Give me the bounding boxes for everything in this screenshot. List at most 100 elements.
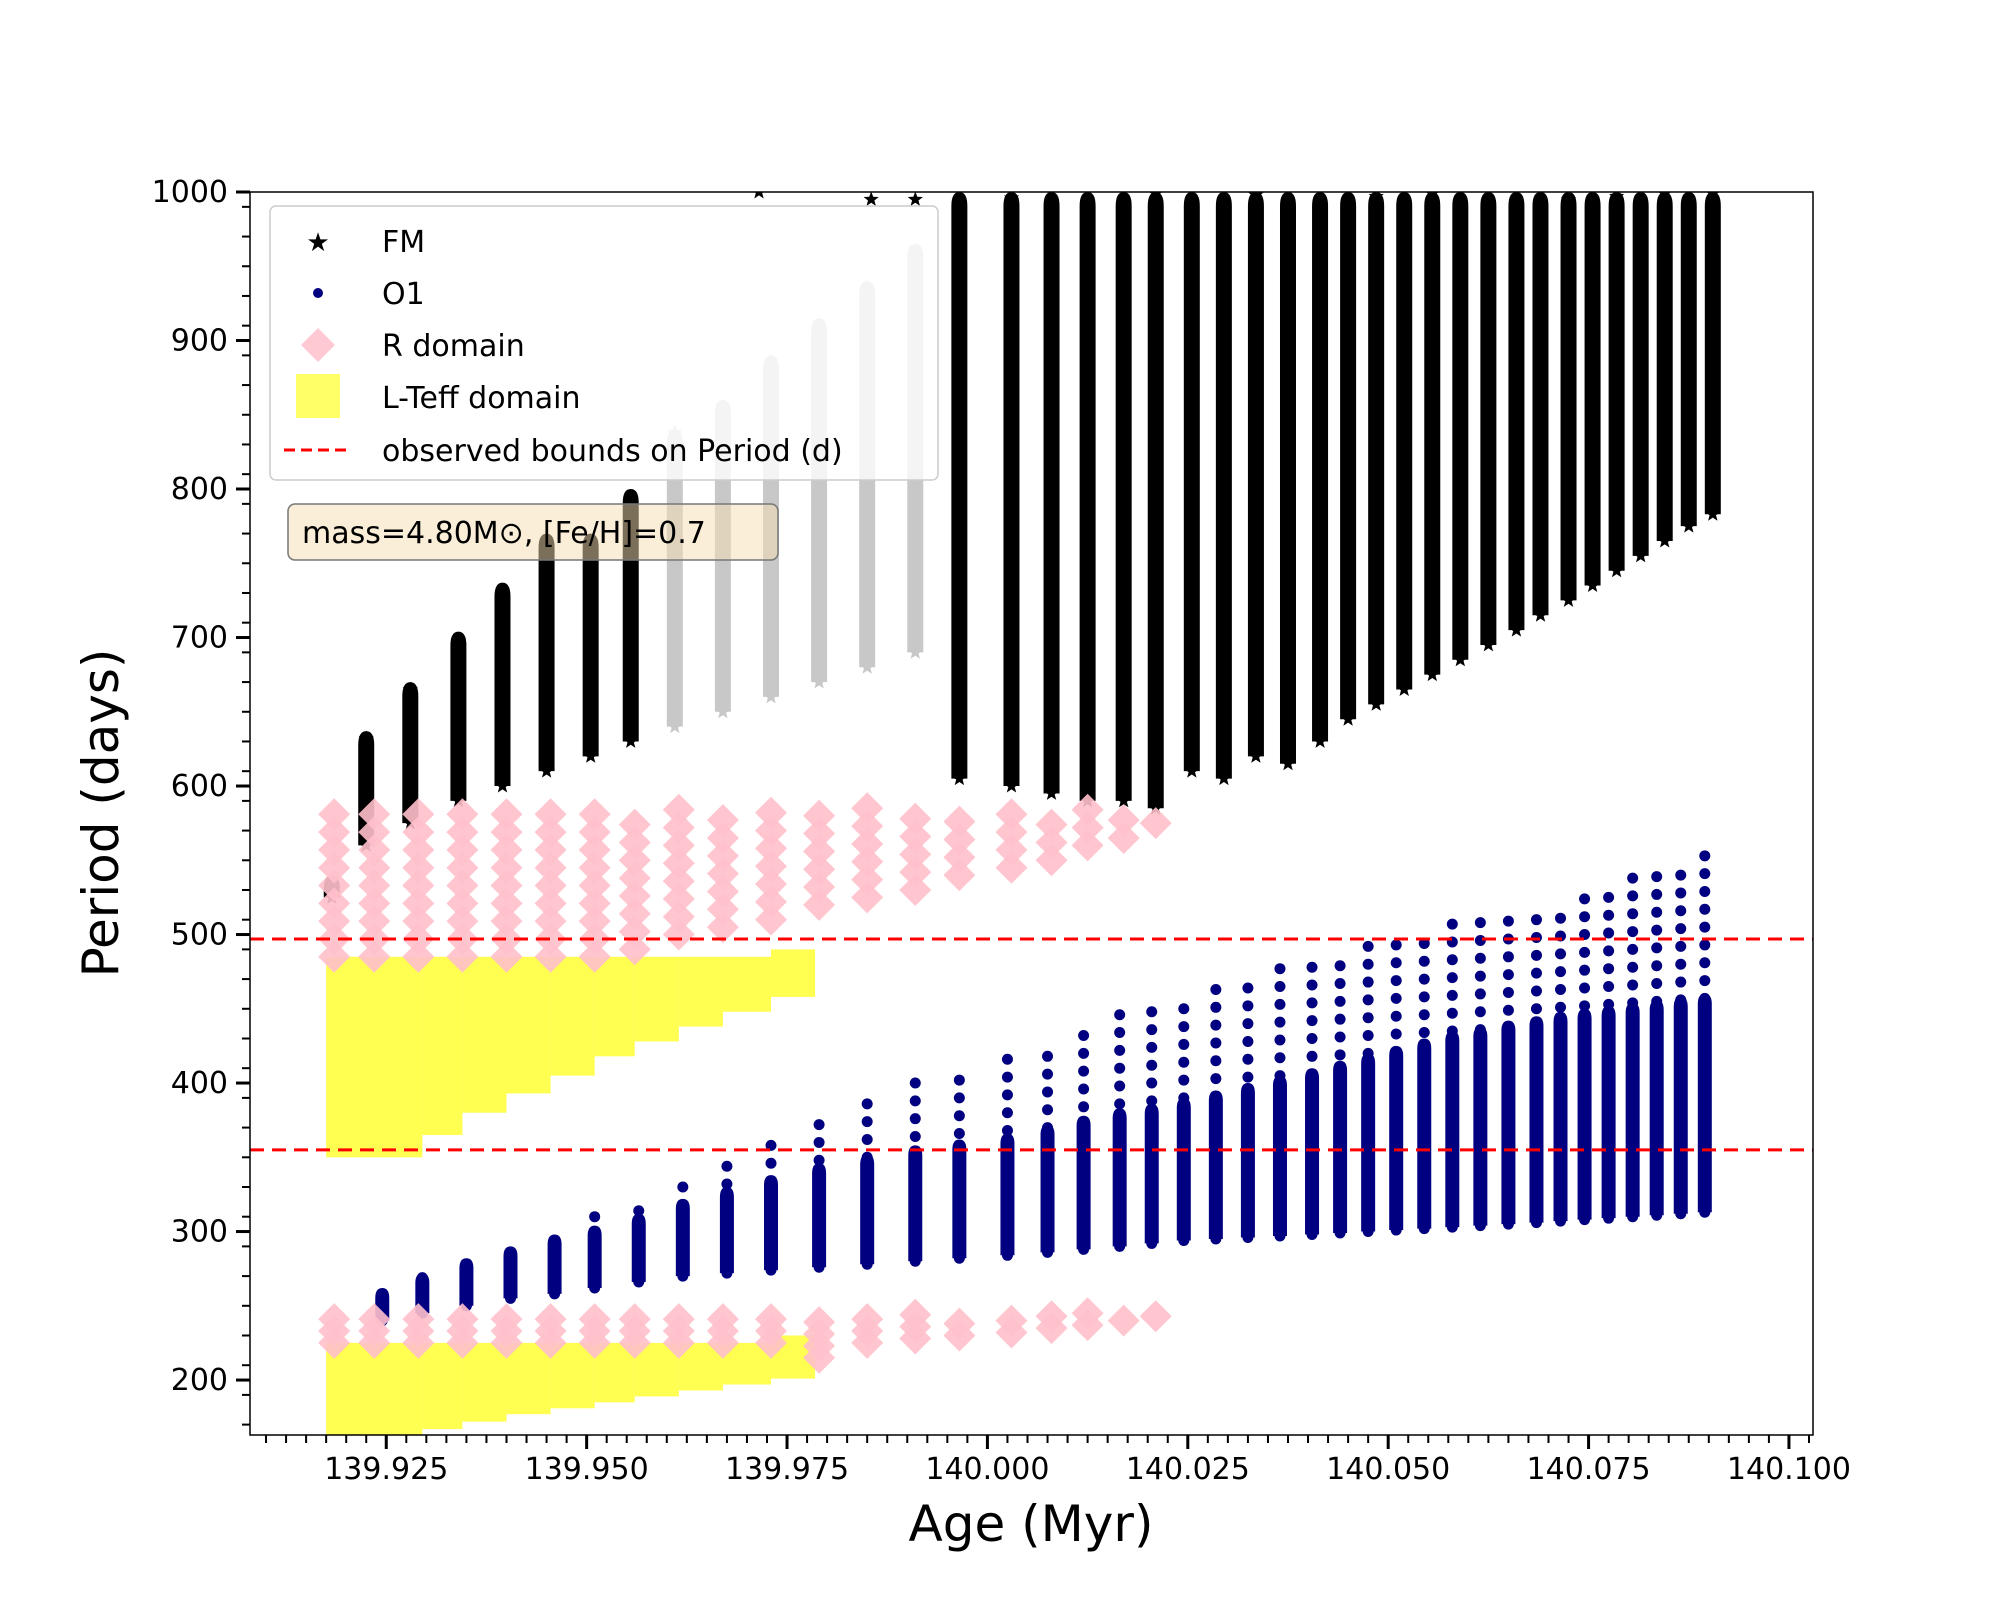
fm-point — [1148, 292, 1164, 307]
fm-point — [1508, 488, 1524, 503]
fm-point — [1560, 298, 1577, 313]
r-domain-point — [1035, 826, 1068, 859]
fm-point — [1312, 252, 1328, 267]
o1-point — [1242, 1071, 1254, 1083]
r-domain-point — [490, 833, 523, 866]
fm-point — [494, 697, 511, 713]
o1-point — [1418, 1133, 1430, 1145]
o1-point — [909, 1202, 921, 1214]
r-domain-point — [1071, 1297, 1104, 1330]
o1-point — [1675, 1083, 1687, 1095]
fm-point — [1312, 653, 1328, 668]
fm-point — [1368, 192, 1384, 203]
o1-point — [1042, 1050, 1054, 1062]
o1-point — [1274, 1123, 1286, 1135]
fm-point — [1480, 342, 1496, 358]
o1-point — [1178, 1181, 1190, 1193]
fm-point — [1396, 521, 1412, 536]
fm-point — [1043, 411, 1060, 426]
o1-point — [1210, 1162, 1222, 1174]
fm-point — [1184, 388, 1200, 404]
o1-point — [1627, 1050, 1639, 1062]
o1-point — [1078, 1083, 1090, 1095]
fm-point — [1452, 571, 1468, 587]
o1-point — [1651, 906, 1663, 918]
r-domain-point — [446, 887, 479, 920]
fm-point — [1452, 518, 1468, 533]
fm-point — [1340, 711, 1356, 726]
fm-point — [1148, 426, 1164, 441]
fm-point — [1148, 479, 1164, 494]
fm-point — [1609, 322, 1625, 337]
fm-point — [1003, 430, 1020, 445]
fm-point — [1609, 455, 1625, 471]
r-domain-point — [706, 804, 739, 837]
o1-point — [1146, 1166, 1158, 1178]
o1-point — [1699, 1135, 1711, 1147]
o1-point — [1210, 1001, 1222, 1013]
fm-point — [1396, 574, 1412, 589]
o1-point — [1001, 1178, 1013, 1190]
fm-point — [1003, 403, 1020, 419]
fm-point — [402, 788, 418, 803]
fm-point — [494, 778, 511, 793]
fm-point — [1633, 360, 1649, 376]
fm-point — [1532, 527, 1549, 542]
fm-point — [1184, 763, 1200, 778]
fm-point — [1508, 568, 1524, 584]
o1-point — [1555, 1108, 1567, 1120]
fm-point — [1633, 253, 1649, 269]
r-domain-point — [318, 851, 351, 884]
o1-point — [1362, 1065, 1374, 1077]
o1-point — [549, 1288, 561, 1300]
fm-point — [1681, 464, 1697, 480]
o1-point — [1306, 1068, 1318, 1080]
x-tick-label: 139.975 — [725, 1452, 849, 1487]
fm-point — [1609, 192, 1625, 203]
fm-point — [1184, 442, 1200, 457]
o1-point — [1306, 1193, 1318, 1205]
fm-point — [1560, 592, 1577, 607]
o1-point — [1675, 1030, 1687, 1042]
y-tick-label: 700 — [171, 621, 228, 656]
o1-point — [1530, 1021, 1542, 1033]
fm-point — [1681, 411, 1697, 426]
o1-point — [1651, 1174, 1663, 1186]
fm-point — [951, 556, 967, 572]
fm-point — [859, 605, 875, 621]
r-domain-point — [318, 798, 351, 831]
o1-point — [1502, 1129, 1514, 1141]
l-teff-box — [506, 1342, 551, 1415]
o1-point — [1579, 1178, 1591, 1190]
o1-point — [1362, 994, 1374, 1006]
o1-point — [1334, 1102, 1346, 1114]
o1-point — [1242, 1107, 1254, 1119]
fm-point — [1609, 509, 1625, 524]
o1-point — [1675, 1208, 1687, 1220]
o1-point — [1474, 1006, 1486, 1018]
fm-point — [623, 653, 639, 668]
r-domain-point — [490, 851, 523, 884]
fm-point — [1480, 583, 1496, 598]
r-domain-point — [446, 922, 479, 955]
fm-point — [1148, 666, 1164, 682]
o1-point — [1178, 1056, 1190, 1068]
o1-point — [1446, 1079, 1458, 1091]
fm-point — [1532, 420, 1549, 435]
o1-point — [1362, 1226, 1374, 1238]
fm-point — [1184, 683, 1200, 698]
fm-point — [951, 316, 967, 331]
o1-point — [1579, 929, 1591, 941]
o1-point — [1242, 1178, 1254, 1190]
o1-point — [1699, 868, 1711, 880]
fm-point — [1452, 651, 1468, 667]
o1-point — [1502, 1093, 1514, 1105]
o1-point — [1675, 1012, 1687, 1024]
fm-point — [1003, 697, 1020, 713]
o1-point — [1114, 1044, 1126, 1056]
o1-point — [1530, 967, 1542, 979]
o1-point — [1502, 1218, 1514, 1230]
o1-point — [633, 1276, 645, 1288]
fm-point — [1585, 230, 1601, 245]
o1-point — [1579, 1053, 1591, 1065]
